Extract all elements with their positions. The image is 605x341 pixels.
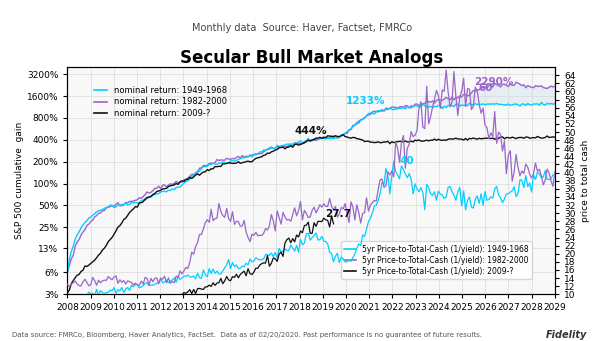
nominal return: 1949-1968: (2.01e+03, 19.7): 1949-1968: (2.01e+03, 19.7) (74, 233, 81, 237)
nominal return: 2009-?: (2.02e+03, 470): 2009-?: (2.02e+03, 470) (339, 133, 347, 137)
nominal return: 1949-1968: (2.02e+03, 1.14e+03): 1949-1968: (2.02e+03, 1.14e+03) (450, 105, 457, 109)
Text: Data source: FMRCo, Bloomberg, Haver Analytics, FactSet.  Data as of 02/20/2020.: Data source: FMRCo, Bloomberg, Haver Ana… (12, 332, 482, 338)
nominal return: 1982-2000: (2.01e+03, 6.03): 1982-2000: (2.01e+03, 6.03) (64, 270, 71, 274)
nominal return: 2009-?: (2.03e+03, 430): 2009-?: (2.03e+03, 430) (541, 135, 549, 139)
nominal return: 2009-?: (2.01e+03, 3.12): 2009-?: (2.01e+03, 3.12) (64, 291, 71, 295)
nominal return: 1982-2000: (2.02e+03, 1.09e+03): 1982-2000: (2.02e+03, 1.09e+03) (405, 106, 413, 110)
nominal return: 2009-?: (2.03e+03, 435): 2009-?: (2.03e+03, 435) (551, 135, 558, 139)
Title: Secular Bull Market Analogs: Secular Bull Market Analogs (180, 49, 443, 67)
nominal return: 1949-1968: (2.03e+03, 1.25e+03): 1949-1968: (2.03e+03, 1.25e+03) (551, 102, 558, 106)
Text: 444%: 444% (295, 126, 327, 136)
Text: 2290%: 2290% (474, 77, 513, 87)
Text: Fidelity: Fidelity (546, 330, 587, 340)
Text: 1233%: 1233% (346, 96, 385, 106)
nominal return: 1949-1968: (2.01e+03, 190): 1949-1968: (2.01e+03, 190) (209, 161, 217, 165)
Line: nominal return: 1982-2000: nominal return: 1982-2000 (67, 82, 555, 272)
Y-axis label: price to total cash: price to total cash (581, 139, 590, 222)
Text: 40: 40 (399, 157, 414, 166)
nominal return: 1982-2000: (2.03e+03, 2.07e+03): 1982-2000: (2.03e+03, 2.07e+03) (541, 86, 549, 90)
nominal return: 1949-1968: (2.03e+03, 1.2e+03): 1949-1968: (2.03e+03, 1.2e+03) (541, 103, 549, 107)
Line: nominal return: 1949-1968: nominal return: 1949-1968 (67, 103, 555, 272)
nominal return: 1982-2000: (2.02e+03, 1.42e+03): 1982-2000: (2.02e+03, 1.42e+03) (450, 98, 457, 102)
Legend: 5yr Price-to-Total-Cash (1/yield): 1949-1968, 5yr Price-to-Total-Cash (1/yield):: 5yr Price-to-Total-Cash (1/yield): 1949-… (341, 241, 532, 279)
nominal return: 2009-?: (2.01e+03, 160): 2009-?: (2.01e+03, 160) (209, 167, 217, 171)
nominal return: 2009-?: (2.02e+03, 421): 2009-?: (2.02e+03, 421) (452, 136, 459, 140)
nominal return: 2009-?: (2.02e+03, 365): 2009-?: (2.02e+03, 365) (376, 140, 384, 145)
nominal return: 1982-2000: (2.01e+03, 188): 1982-2000: (2.01e+03, 188) (209, 162, 217, 166)
Text: 60: 60 (479, 84, 493, 93)
nominal return: 1982-2000: (2.01e+03, 15.6): 1982-2000: (2.01e+03, 15.6) (74, 240, 81, 244)
nominal return: 1949-1968: (2.02e+03, 1.11e+03): 1949-1968: (2.02e+03, 1.11e+03) (405, 105, 413, 109)
nominal return: 1949-1968: (2.03e+03, 1.31e+03): 1949-1968: (2.03e+03, 1.31e+03) (538, 101, 545, 105)
nominal return: 1982-2000: (2.02e+03, 969): 1982-2000: (2.02e+03, 969) (374, 110, 382, 114)
nominal return: 1949-1968: (2.02e+03, 1.01e+03): 1949-1968: (2.02e+03, 1.01e+03) (374, 108, 382, 113)
Line: nominal return: 2009-?: nominal return: 2009-? (67, 135, 555, 293)
Text: Monthly data  Source: Haver, Factset, FMRCo: Monthly data Source: Haver, Factset, FMR… (192, 23, 413, 33)
nominal return: 1982-2000: (2.03e+03, 2.47e+03): 1982-2000: (2.03e+03, 2.47e+03) (512, 80, 520, 84)
nominal return: 2009-?: (2.01e+03, 5.49): 2009-?: (2.01e+03, 5.49) (74, 273, 81, 277)
Text: 27.7: 27.7 (325, 209, 351, 219)
nominal return: 1949-1968: (2.01e+03, 6.05): 1949-1968: (2.01e+03, 6.05) (64, 270, 71, 274)
Y-axis label: S&P 500 cumulative  gain: S&P 500 cumulative gain (15, 122, 24, 239)
nominal return: 2009-?: (2.02e+03, 383): 2009-?: (2.02e+03, 383) (408, 139, 415, 143)
nominal return: 1982-2000: (2.03e+03, 2.19e+03): 1982-2000: (2.03e+03, 2.19e+03) (551, 84, 558, 88)
